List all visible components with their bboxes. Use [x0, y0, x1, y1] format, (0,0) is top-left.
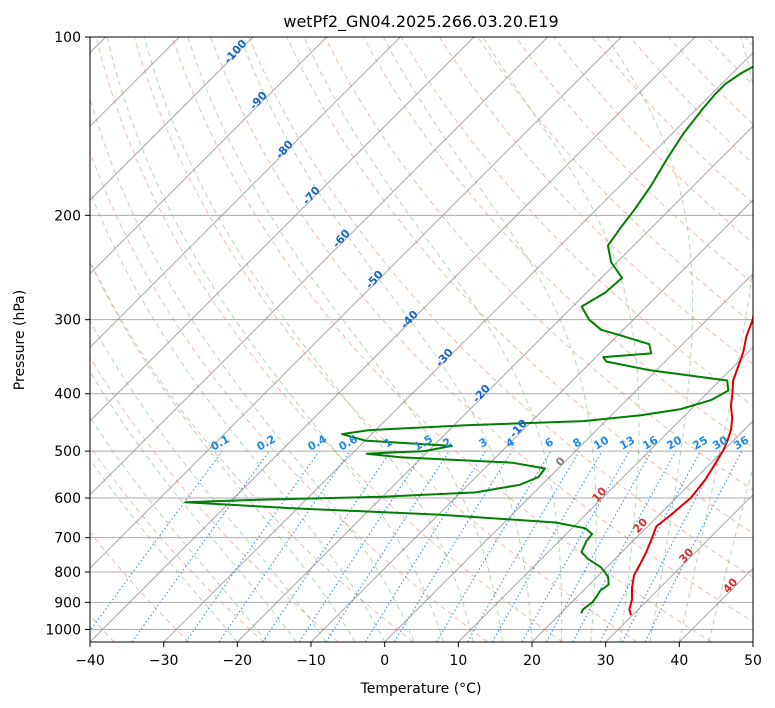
moist-adiabat-line [143, 37, 474, 642]
isotherm-line [90, 37, 475, 422]
moist-adiabat-line [382, 37, 597, 642]
y-tick-label: 1000 [45, 622, 81, 638]
mixing-ratio-line [325, 450, 450, 642]
dry-adiabat-line [210, 37, 753, 623]
isotherm-line [236, 125, 753, 642]
dewpoint-line [184, 65, 753, 614]
x-tick-label: 0 [380, 653, 389, 669]
isotherm-line [90, 37, 254, 201]
moist-adiabat-line [106, 37, 445, 642]
dry-adiabat-line [90, 531, 190, 642]
mixing-ratio-line [298, 450, 425, 642]
mixing-ratio-line [131, 450, 270, 642]
x-tick-label: 10 [449, 653, 467, 669]
dry-adiabat-line [90, 445, 264, 642]
isotherm-line [384, 272, 753, 642]
y-tick-label: 400 [54, 387, 81, 403]
x-tick-label: 30 [597, 653, 615, 669]
isotherm-line [605, 493, 753, 642]
mixing-ratio-line [218, 450, 351, 642]
isotherm-line [90, 37, 622, 570]
dry-adiabat-line [515, 37, 753, 284]
data-series [184, 65, 753, 616]
dry-adiabat-line [171, 37, 712, 642]
moist-adiabat-line [90, 260, 356, 642]
x-tick-label: 40 [670, 653, 688, 669]
dry-adiabat-line [90, 356, 339, 642]
isotherm-line [90, 37, 328, 275]
moist-adiabat-line [482, 37, 640, 642]
mixing-ratio-line [572, 450, 677, 642]
moist-adiabat-line [90, 189, 386, 642]
moist-adiabat-line [90, 458, 238, 642]
y-tick-label: 200 [54, 208, 81, 224]
y-tick-label: 500 [54, 444, 81, 460]
mixing-ratio-line [644, 450, 743, 642]
y-tick-label: 700 [54, 531, 81, 547]
x-tick-label: −20 [223, 653, 253, 669]
temperature-line [628, 311, 753, 616]
y-tick-label: 900 [54, 595, 81, 611]
y-tick-label: 800 [54, 565, 81, 581]
y-tick-label: 300 [54, 313, 81, 329]
isotherm-line [90, 37, 696, 642]
axes: −40 −30 −20 −10 0 10 20 30 40 50 100 200 300 400 500 60… [45, 30, 762, 669]
plot-frame [89, 36, 754, 643]
isotherm-line [163, 51, 753, 642]
y-axis-label: Pressure (hPa) [12, 290, 28, 390]
moist-adiabat-line [606, 37, 693, 642]
isotherm-line [310, 199, 753, 642]
mixing-ratio-line [393, 450, 513, 642]
isotherm-line [90, 37, 549, 496]
x-tick-label: 50 [744, 653, 762, 669]
dry-adiabat-line [95, 37, 563, 642]
moist-adiabat-line [187, 37, 503, 642]
mixing-ratio-line [185, 450, 320, 642]
moist-adiabat-line [90, 416, 268, 642]
y-tick-label: 100 [54, 30, 81, 46]
isotherm-line [90, 37, 401, 349]
y-tick-label: 600 [54, 491, 81, 507]
isotherm-line [531, 420, 753, 642]
x-tick-label: −40 [75, 653, 105, 669]
dry-adiabat-line [438, 37, 753, 366]
dry-adiabat-line [90, 150, 488, 642]
isotherm-line [457, 346, 753, 642]
moist-adiabat-line [303, 37, 563, 642]
x-tick-label: −10 [296, 653, 326, 669]
mixing-ratio-line [521, 450, 630, 642]
x-tick-label: 20 [523, 653, 541, 669]
background-lines [90, 37, 753, 642]
moist-adiabat-line [90, 370, 297, 642]
chart-title: wetPf2_GN04.2025.266.03.20.E19 [283, 12, 558, 32]
mixing-ratio-line [262, 450, 392, 642]
mixing-ratio-line [90, 450, 223, 632]
dry-adiabat-line [400, 37, 753, 407]
dry-adiabat-line [248, 37, 753, 578]
x-axis-label: Temperature (°C) [360, 681, 482, 697]
x-tick-label: −30 [149, 653, 179, 669]
dry-adiabat-line [133, 37, 638, 642]
mixing-ratio-line [545, 450, 653, 642]
